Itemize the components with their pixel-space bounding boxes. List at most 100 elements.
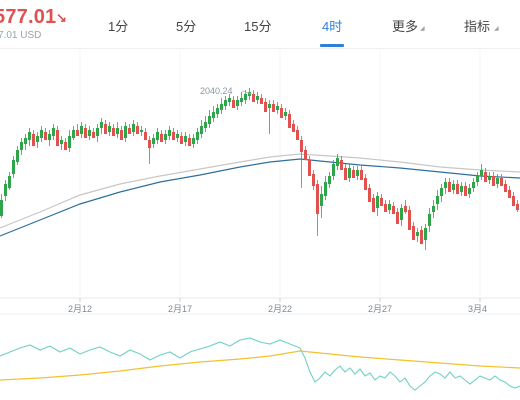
candle-body — [216, 108, 219, 114]
candle-body — [108, 126, 111, 132]
tab-indicators[interactable]: 指标 — [464, 19, 491, 34]
candle-body — [44, 132, 47, 140]
candle-body — [180, 136, 183, 144]
candle-body — [456, 184, 459, 194]
candle-body — [348, 168, 351, 178]
chart-grid — [79, 50, 481, 298]
candle-body — [416, 232, 419, 236]
candle-body — [204, 122, 207, 128]
candle-body — [300, 140, 303, 152]
tab-15min[interactable]: 15分 — [244, 19, 272, 34]
candle-body — [244, 94, 247, 100]
candle-body — [120, 130, 123, 140]
candle-body — [160, 134, 163, 142]
candle-body — [4, 184, 7, 196]
candle-body — [192, 138, 195, 144]
candle-body — [172, 132, 175, 140]
candle-body — [144, 132, 147, 140]
candle-body — [376, 196, 379, 208]
candle-body — [464, 186, 467, 196]
candle-body — [96, 128, 99, 136]
candle-body — [40, 130, 43, 138]
candle-body — [280, 108, 283, 118]
candle-body — [328, 176, 331, 184]
x-tick-label: 2月12 — [68, 304, 92, 314]
candle-body — [392, 206, 395, 214]
x-axis-ticks: 2月12 2月17 2月22 2月27 3月4 — [68, 298, 487, 314]
candle-body — [132, 124, 135, 132]
candle-body — [396, 212, 399, 224]
max-price-pointer — [241, 90, 253, 95]
candle-body — [380, 198, 383, 206]
candle-body — [0, 200, 3, 216]
candle-body — [296, 130, 299, 140]
candle-body — [60, 140, 63, 144]
tab-5min[interactable]: 5分 — [176, 19, 197, 34]
candle-body — [80, 126, 83, 134]
sub-price: 7.01 USD — [0, 30, 42, 41]
candle-body — [156, 132, 159, 140]
candle-body — [232, 100, 235, 108]
candle-body — [336, 158, 339, 166]
candle-body — [372, 198, 375, 212]
candle-body — [496, 178, 499, 184]
candle-body — [304, 150, 307, 160]
ma-line-light — [0, 153, 520, 229]
candle-body — [360, 170, 363, 180]
candle-body — [68, 136, 71, 148]
candle-body — [476, 176, 479, 182]
candle-body — [504, 184, 507, 192]
ma-line-dark — [0, 158, 520, 237]
candle-body — [272, 104, 275, 112]
candle-body — [176, 134, 179, 138]
candle-body — [104, 124, 107, 134]
candle-body — [484, 172, 487, 182]
tab-1min[interactable]: 1分 — [108, 19, 129, 34]
candle-body — [220, 104, 223, 110]
active-tab-indicator — [320, 44, 344, 47]
candle-body — [112, 128, 115, 136]
candle-body — [352, 170, 355, 178]
candle-body — [268, 104, 271, 108]
x-tick-label: 3月4 — [468, 304, 487, 314]
x-tick-label: 2月27 — [368, 304, 392, 314]
candle-body — [284, 112, 287, 116]
candle-body — [236, 100, 239, 106]
candle-body — [8, 176, 11, 188]
candle-body — [460, 186, 463, 192]
candle-body — [252, 94, 255, 102]
candle-body — [264, 102, 267, 112]
candle-body — [292, 124, 295, 132]
candle-body — [48, 134, 51, 140]
candle-body — [28, 132, 31, 140]
candle-body — [212, 112, 215, 118]
candle-body — [340, 160, 343, 170]
candle-body — [200, 126, 203, 134]
candle-body — [248, 92, 251, 96]
candle-body — [332, 164, 335, 176]
candle-body — [100, 122, 103, 128]
candle-body — [76, 130, 79, 136]
candle-body — [428, 214, 431, 226]
candle-body — [36, 136, 39, 142]
candle-body — [196, 132, 199, 140]
tab-more[interactable]: 更多 — [392, 19, 419, 34]
candle-body — [452, 184, 455, 190]
candle-body — [312, 174, 315, 186]
sub-ma-line — [0, 350, 520, 381]
candle-body — [408, 210, 411, 230]
moving-averages — [0, 153, 520, 237]
candle-body — [384, 204, 387, 212]
candle-body — [240, 98, 243, 102]
candle-body — [388, 204, 391, 210]
tab-4hour[interactable]: 4时 — [322, 19, 343, 34]
candle-body — [508, 190, 511, 198]
candle-body — [436, 196, 439, 204]
candle-body — [424, 228, 427, 240]
candle-body — [228, 98, 231, 102]
candle-body — [92, 132, 95, 138]
dropdown-corner-icon: ◢ — [420, 26, 425, 32]
candle-body — [260, 98, 263, 104]
candle-body — [64, 142, 67, 150]
